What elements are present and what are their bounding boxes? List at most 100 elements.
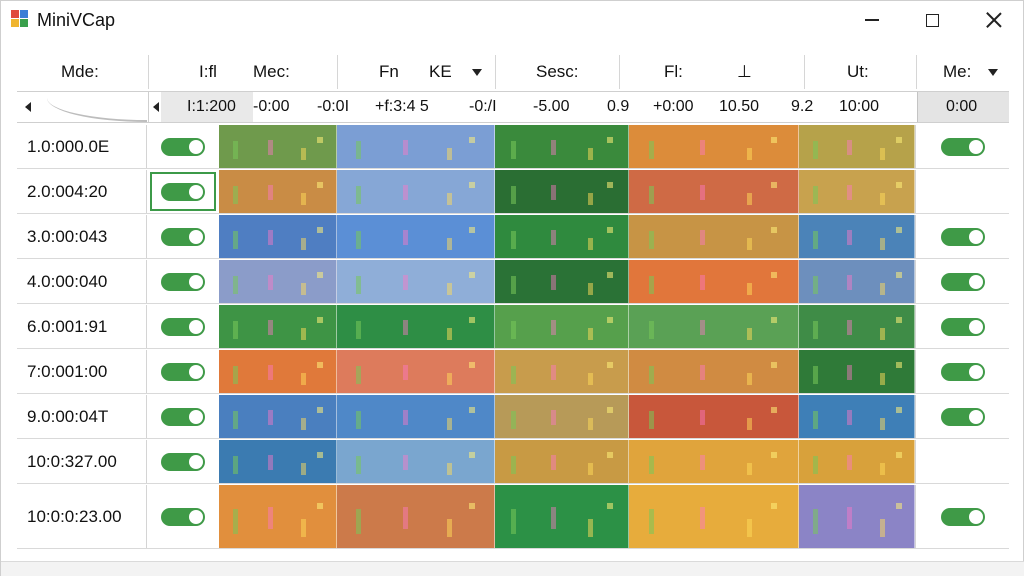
video-thumbnail[interactable] [495, 125, 629, 168]
close-button[interactable] [965, 1, 1023, 39]
header-col-3[interactable]: Mec: [253, 62, 290, 81]
output-toggle[interactable] [940, 362, 985, 381]
video-thumbnail[interactable] [495, 485, 629, 548]
video-thumbnail[interactable] [629, 215, 799, 258]
table-row[interactable]: 3.0:00:043 [17, 215, 1009, 259]
video-thumbnail[interactable] [799, 125, 915, 168]
video-thumbnail[interactable] [799, 485, 915, 548]
video-thumbnail[interactable] [629, 440, 799, 483]
video-thumbnail[interactable] [629, 485, 799, 548]
table-row[interactable]: 7:0:001:00 [17, 350, 1009, 394]
video-thumbnail[interactable] [629, 125, 799, 168]
video-thumbnail[interactable] [219, 215, 337, 258]
video-thumbnail[interactable] [219, 170, 337, 213]
video-thumbnail[interactable] [495, 305, 629, 348]
timeline-ruler[interactable]: I:1:200 -0:00 -0:0I +f:3:4 5 -0:/I -5.00… [17, 91, 1009, 123]
table-row[interactable]: 9.0:00:04T [17, 395, 1009, 439]
output-toggle[interactable] [940, 272, 985, 291]
enable-toggle[interactable] [161, 407, 205, 426]
thumbnail-detail [812, 321, 818, 339]
maximize-button[interactable] [903, 1, 961, 39]
video-thumbnail[interactable] [219, 485, 337, 548]
video-thumbnail[interactable] [219, 125, 337, 168]
enable-toggle[interactable] [161, 507, 205, 526]
thumbnail-detail [588, 373, 594, 386]
thumbnail-detail [402, 140, 408, 156]
video-thumbnail[interactable] [219, 260, 337, 303]
video-thumbnail[interactable] [799, 440, 915, 483]
enable-toggle[interactable] [161, 452, 205, 471]
enable-toggle[interactable] [161, 227, 205, 246]
thumbnail-detail [355, 231, 361, 249]
table-row[interactable]: 10:0:0:23.00 [17, 485, 1009, 549]
table-row[interactable]: 10:0:327.00 [17, 440, 1009, 484]
header-mode[interactable]: Mde: [61, 62, 99, 81]
header-col-6[interactable]: Sesc: [536, 62, 579, 81]
header-dropdown-2[interactable] [988, 53, 998, 91]
video-thumbnail[interactable] [337, 350, 495, 393]
header-col-4[interactable]: Fn [379, 62, 399, 81]
output-toggle[interactable] [940, 227, 985, 246]
output-toggle[interactable] [940, 507, 985, 526]
video-thumbnail[interactable] [219, 350, 337, 393]
video-thumbnail[interactable] [219, 395, 337, 438]
table-row[interactable]: 6.0:001:91 [17, 305, 1009, 349]
header-dropdown-1[interactable] [472, 53, 482, 91]
enable-toggle[interactable] [161, 362, 205, 381]
thumbnail-detail [879, 283, 885, 296]
table-row[interactable]: 4.0:00:040 [17, 260, 1009, 304]
thumbnail-detail [317, 227, 324, 234]
timeline-prev-icon[interactable] [153, 102, 159, 112]
video-thumbnail[interactable] [495, 395, 629, 438]
video-thumbnail[interactable] [495, 215, 629, 258]
video-thumbnail[interactable] [337, 125, 495, 168]
header-col-7[interactable]: Fl: [664, 62, 683, 81]
video-thumbnail[interactable] [799, 350, 915, 393]
video-thumbnail[interactable] [337, 170, 495, 213]
header-col-10[interactable]: Me: [943, 62, 972, 81]
video-thumbnail[interactable] [629, 305, 799, 348]
header-col-5[interactable]: KE [429, 62, 452, 81]
video-thumbnail[interactable] [495, 170, 629, 213]
video-thumbnail[interactable] [629, 170, 799, 213]
video-thumbnail[interactable] [799, 260, 915, 303]
video-thumbnail[interactable] [799, 170, 915, 213]
thumbnail-detail [510, 321, 516, 339]
video-thumbnail[interactable] [629, 260, 799, 303]
thumbnail-detail [355, 508, 361, 535]
video-thumbnail[interactable] [495, 350, 629, 393]
output-toggle[interactable] [940, 137, 985, 156]
video-thumbnail[interactable] [219, 440, 337, 483]
chevron-down-icon [988, 68, 998, 76]
video-thumbnail[interactable] [337, 215, 495, 258]
enable-toggle[interactable] [161, 182, 205, 201]
header-col-8[interactable]: ⊥ [737, 62, 752, 81]
thumbnail-detail [747, 328, 753, 341]
header-col-2[interactable]: I:fl [199, 62, 217, 81]
video-thumbnail[interactable] [337, 440, 495, 483]
enable-toggle[interactable] [161, 272, 205, 291]
video-thumbnail[interactable] [219, 305, 337, 348]
minimize-button[interactable] [843, 1, 901, 39]
video-thumbnail[interactable] [495, 260, 629, 303]
scroll-left-icon[interactable] [25, 102, 31, 112]
video-thumbnail[interactable] [337, 395, 495, 438]
output-toggle[interactable] [940, 407, 985, 426]
close-icon [986, 12, 1002, 28]
video-thumbnail[interactable] [495, 440, 629, 483]
video-thumbnail[interactable] [337, 260, 495, 303]
video-thumbnail[interactable] [337, 305, 495, 348]
table-row[interactable]: 1.0:000.0E [17, 125, 1009, 169]
enable-toggle[interactable] [161, 137, 205, 156]
video-thumbnail[interactable] [799, 305, 915, 348]
enable-toggle[interactable] [161, 317, 205, 336]
video-thumbnail[interactable] [629, 395, 799, 438]
video-thumbnail[interactable] [629, 350, 799, 393]
thumbnail-detail [895, 502, 902, 509]
video-thumbnail[interactable] [799, 395, 915, 438]
video-thumbnail[interactable] [799, 215, 915, 258]
header-col-9[interactable]: Ut: [847, 62, 869, 81]
table-row[interactable]: 2.0:004:20 [17, 170, 1009, 214]
video-thumbnail[interactable] [337, 485, 495, 548]
output-toggle[interactable] [940, 317, 985, 336]
